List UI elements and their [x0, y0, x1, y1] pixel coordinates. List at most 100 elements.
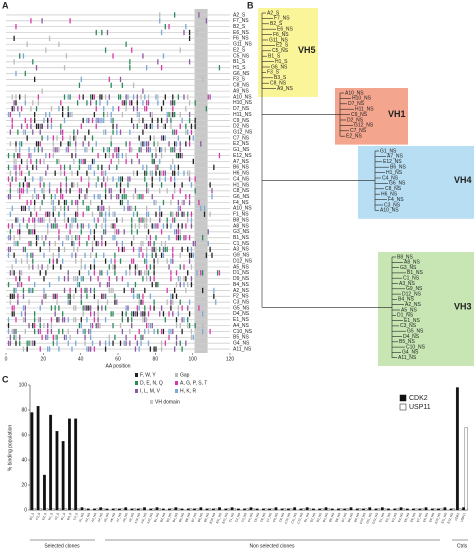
leaf-label: C9_NS	[351, 112, 368, 118]
residue-mark	[9, 129, 12, 135]
residue-mark	[26, 258, 28, 264]
bar	[236, 508, 240, 511]
residue-mark	[32, 264, 34, 270]
residue-mark	[103, 293, 105, 299]
residue-mark	[22, 53, 25, 59]
x-tick-label: B8_NS	[197, 512, 204, 522]
residue-mark	[125, 152, 127, 159]
residue-mark	[160, 340, 163, 346]
residue-mark	[34, 311, 36, 317]
row-label: G9_NS	[233, 253, 250, 259]
residue-mark	[69, 299, 71, 305]
residue-mark	[84, 264, 86, 270]
residue-mark	[181, 199, 183, 206]
residue-mark	[60, 141, 62, 147]
residue-mark	[97, 205, 99, 212]
residue-mark	[7, 322, 10, 329]
residue-mark	[45, 152, 47, 159]
row-label: F7_NS	[233, 18, 249, 24]
residue-mark	[32, 194, 34, 200]
residue-mark	[39, 317, 41, 323]
residue-mark	[26, 182, 28, 188]
residue-mark	[179, 205, 181, 212]
residue-mark	[157, 223, 159, 229]
leaf-label: F4_NS	[388, 197, 404, 203]
residue-mark	[34, 76, 36, 83]
residue-mark	[136, 111, 138, 118]
residue-mark	[187, 305, 189, 311]
residue-mark	[9, 340, 12, 346]
residue-mark	[153, 270, 155, 276]
residue-mark	[164, 170, 166, 176]
residue-mark	[164, 94, 166, 100]
residue-mark	[213, 164, 215, 170]
residue-mark	[93, 293, 96, 299]
residue-mark	[91, 147, 94, 153]
bar	[143, 507, 146, 511]
x-tick-label: E10_NS	[434, 512, 442, 524]
row-label: B1_S	[233, 59, 246, 65]
residue-mark	[17, 188, 19, 194]
residue-mark	[104, 223, 107, 229]
group-label: Ctrls	[457, 543, 468, 549]
residue-mark	[24, 246, 26, 253]
residue-mark	[147, 188, 150, 194]
residue-mark	[104, 258, 107, 264]
residue-mark	[41, 123, 43, 129]
residue-mark	[93, 235, 96, 241]
residue-mark	[26, 188, 28, 194]
residue-mark	[19, 229, 21, 235]
residue-mark	[170, 223, 172, 229]
residue-mark	[118, 176, 120, 182]
bar	[139, 508, 143, 511]
residue-mark	[151, 182, 153, 188]
residue-mark	[162, 199, 165, 206]
residue-mark	[146, 106, 148, 112]
residue-mark	[34, 340, 36, 346]
row-label: A3_NS	[233, 247, 250, 253]
residue-mark	[181, 117, 183, 124]
residue-mark	[80, 188, 82, 194]
residue-mark	[43, 188, 45, 194]
residue-mark	[90, 264, 92, 270]
residue-mark	[181, 317, 183, 323]
residue-mark	[153, 258, 155, 264]
residue-mark	[144, 94, 146, 100]
leaf-label: A2_S	[267, 10, 280, 16]
x-tick-label: A2_S	[54, 512, 60, 520]
legend-label: H, K, R	[180, 388, 197, 394]
row-label: C5_NS	[233, 53, 250, 59]
bar	[362, 508, 365, 511]
x-tick-label: D12_NS	[371, 512, 379, 524]
residue-mark	[121, 111, 124, 118]
residue-mark	[160, 106, 163, 112]
x-tick-label: B6_NS	[184, 512, 191, 522]
x-tick-label: C4_S	[72, 512, 78, 520]
residue-mark	[37, 264, 40, 270]
bar	[174, 507, 178, 511]
residue-mark	[17, 293, 19, 299]
residue-mark	[9, 170, 12, 176]
residue-mark	[63, 199, 66, 206]
residue-mark	[131, 287, 133, 294]
residue-mark	[91, 211, 94, 217]
leaf-label: D12_NS	[402, 291, 422, 297]
residue-mark	[47, 334, 49, 340]
bar	[83, 508, 86, 511]
residue-mark	[103, 252, 105, 258]
residue-mark	[20, 311, 23, 317]
residue-mark	[112, 223, 114, 229]
residue-mark	[125, 100, 127, 106]
bar	[405, 508, 409, 511]
bar	[393, 508, 397, 511]
residue-mark	[60, 164, 62, 170]
residue-mark	[142, 117, 144, 124]
bar	[437, 508, 440, 511]
x-tick-label: A8_NS	[122, 512, 129, 522]
bar	[86, 508, 90, 511]
row-label: A2_S	[233, 12, 246, 18]
residue-mark	[183, 235, 185, 241]
residue-mark	[67, 276, 69, 282]
row-label: D1_NS	[233, 270, 250, 276]
residue-mark	[192, 252, 194, 258]
